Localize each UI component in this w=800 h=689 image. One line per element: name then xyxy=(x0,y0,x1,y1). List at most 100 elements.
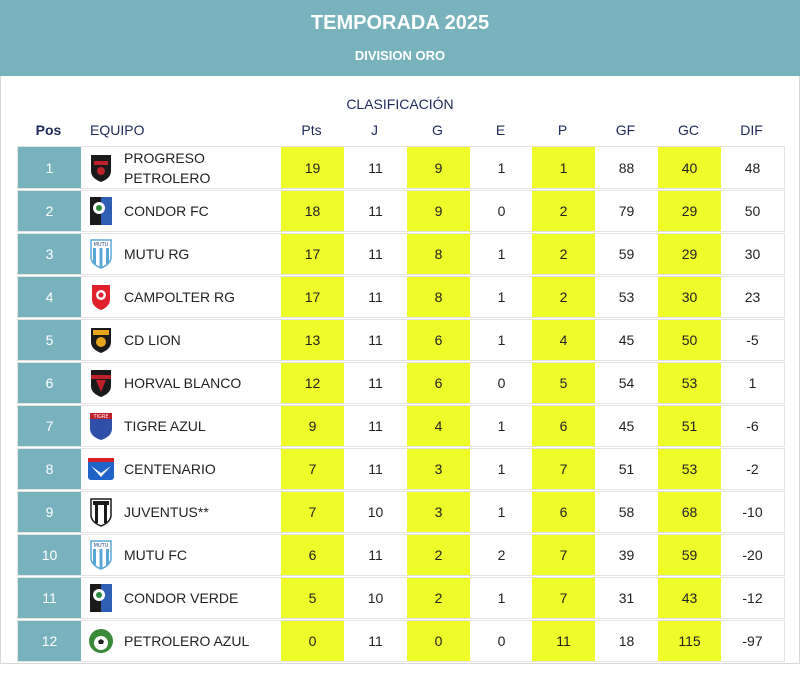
mutu-rg-logo: MUTU xyxy=(88,239,114,269)
col-pos: Pos xyxy=(35,122,62,138)
won-cell: 8 xyxy=(407,234,470,274)
position-cell: 2 xyxy=(18,191,81,231)
division-subtitle: DIVISION ORO xyxy=(354,48,446,63)
goals-against-cell: 59 xyxy=(658,535,721,575)
goals-against-cell: 43 xyxy=(658,578,721,618)
table-row: 11 CONDOR VERDE 5 10 2 1 7 31 43 -12 xyxy=(17,577,785,619)
drawn-cell: 1 xyxy=(497,332,506,348)
lost-cell: 7 xyxy=(532,578,595,618)
col-j: J xyxy=(371,122,378,138)
goal-difference-cell: -6 xyxy=(746,418,759,434)
won-cell: 3 xyxy=(407,449,470,489)
goals-for-cell: 79 xyxy=(618,203,635,219)
cd-lion-logo xyxy=(88,325,114,355)
team-cell: PROGRESO PETROLERO xyxy=(88,147,278,188)
condor-fc-logo xyxy=(88,196,114,226)
team-name: TIGRE AZUL xyxy=(124,418,206,434)
svg-text:MUTU: MUTU xyxy=(94,242,109,248)
goals-against-cell: 53 xyxy=(658,449,721,489)
team-name: JUVENTUS** xyxy=(124,504,209,520)
points-cell: 6 xyxy=(281,535,344,575)
played-cell: 11 xyxy=(368,547,383,563)
points-cell: 0 xyxy=(281,621,344,661)
lost-cell: 11 xyxy=(532,621,595,661)
position-cell: 5 xyxy=(18,320,81,360)
won-cell: 9 xyxy=(407,191,470,231)
points-cell: 19 xyxy=(281,147,344,188)
drawn-cell: 1 xyxy=(497,504,506,520)
col-pts: Pts xyxy=(301,122,322,138)
standings-rows: 1 PROGRESO PETROLERO 19 11 9 1 1 88 40 48 2 CONDOR … xyxy=(17,146,785,663)
goals-for-cell: 53 xyxy=(618,289,635,305)
centenario-logo xyxy=(88,454,114,484)
drawn-cell: 0 xyxy=(497,633,506,649)
points-cell: 9 xyxy=(281,406,344,446)
goal-difference-cell: 48 xyxy=(744,159,761,176)
table-row: 9 JUVENTUS** 7 10 3 1 6 58 68 -10 xyxy=(17,491,785,533)
season-title: TEMPORADA 2025 xyxy=(310,12,490,34)
team-cell: CENTENARIO xyxy=(88,449,278,489)
page-header: TEMPORADA 2025 DIVISION ORO xyxy=(0,0,800,76)
position-cell: 10 xyxy=(18,535,81,575)
team-name: CAMPOLTER RG xyxy=(124,289,235,305)
goals-against-cell: 50 xyxy=(658,320,721,360)
team-cell: JUVENTUS** xyxy=(88,492,278,532)
lost-cell: 2 xyxy=(532,277,595,317)
table-row: 4 CAMPOLTER RG 17 11 8 1 2 53 30 23 xyxy=(17,276,785,318)
lost-cell: 5 xyxy=(532,363,595,403)
standings-title: CLASIFICACIÓN xyxy=(346,96,454,112)
goal-difference-cell: -5 xyxy=(746,332,759,348)
mutu-fc-logo: MUTU xyxy=(88,540,114,570)
table-row: 10 MUTU MUTU FC 6 11 2 2 7 39 59 -20 xyxy=(17,534,785,576)
drawn-cell: 1 xyxy=(497,159,506,176)
table-row: 1 PROGRESO PETROLERO 19 11 9 1 1 88 40 48 xyxy=(17,146,785,189)
lost-cell: 7 xyxy=(532,535,595,575)
drawn-cell: 0 xyxy=(497,203,506,219)
won-cell: 2 xyxy=(407,535,470,575)
position-cell: 7 xyxy=(18,406,81,446)
table-row: 8 CENTENARIO 7 11 3 1 7 51 53 -2 xyxy=(17,448,785,490)
points-cell: 18 xyxy=(281,191,344,231)
played-cell: 11 xyxy=(368,418,383,434)
table-row: 5 CD LION 13 11 6 1 4 45 50 -5 xyxy=(17,319,785,361)
won-cell: 2 xyxy=(407,578,470,618)
won-cell: 8 xyxy=(407,277,470,317)
svg-text:TIGRE: TIGRE xyxy=(92,414,108,420)
goal-difference-cell: -12 xyxy=(742,590,763,606)
goals-against-cell: 40 xyxy=(658,147,721,188)
lost-cell: 2 xyxy=(532,191,595,231)
position-cell: 8 xyxy=(18,449,81,489)
col-team: EQUIPO xyxy=(90,122,145,138)
condor-verde-logo xyxy=(88,583,114,613)
table-row: 6 HORVAL BLANCO 12 11 6 0 5 54 53 1 xyxy=(17,362,785,404)
team-name: PROGRESO PETROLERO xyxy=(124,149,211,186)
goals-for-cell: 51 xyxy=(618,461,635,477)
team-name: CENTENARIO xyxy=(124,461,216,477)
position-cell: 3 xyxy=(18,234,81,274)
won-cell: 4 xyxy=(407,406,470,446)
goals-against-cell: 29 xyxy=(658,234,721,274)
petrolero-azul-logo xyxy=(88,626,114,656)
svg-text:MUTU: MUTU xyxy=(94,543,109,549)
goals-for-cell: 54 xyxy=(618,375,635,391)
goals-for-cell: 45 xyxy=(618,332,635,348)
team-cell: MUTU MUTU FC xyxy=(88,535,278,575)
team-cell: CD LION xyxy=(88,320,278,360)
won-cell: 0 xyxy=(407,621,470,661)
col-gf: GF xyxy=(615,122,636,138)
col-dif: DIF xyxy=(740,122,763,138)
position-cell: 11 xyxy=(18,578,81,618)
played-cell: 10 xyxy=(367,504,384,520)
points-cell: 7 xyxy=(281,449,344,489)
drawn-cell: 1 xyxy=(497,418,506,434)
team-name: MUTU RG xyxy=(124,246,190,262)
team-cell: HORVAL BLANCO xyxy=(88,363,278,403)
goals-against-cell: 29 xyxy=(658,191,721,231)
position-cell: 1 xyxy=(18,147,81,188)
points-cell: 5 xyxy=(281,578,344,618)
position-cell: 9 xyxy=(18,492,81,532)
table-row: 12 PETROLERO AZUL 0 11 0 0 11 18 115 -97 xyxy=(17,620,785,662)
goals-for-cell: 18 xyxy=(618,633,635,649)
team-name: HORVAL BLANCO xyxy=(124,375,242,391)
col-gc: GC xyxy=(678,122,699,138)
